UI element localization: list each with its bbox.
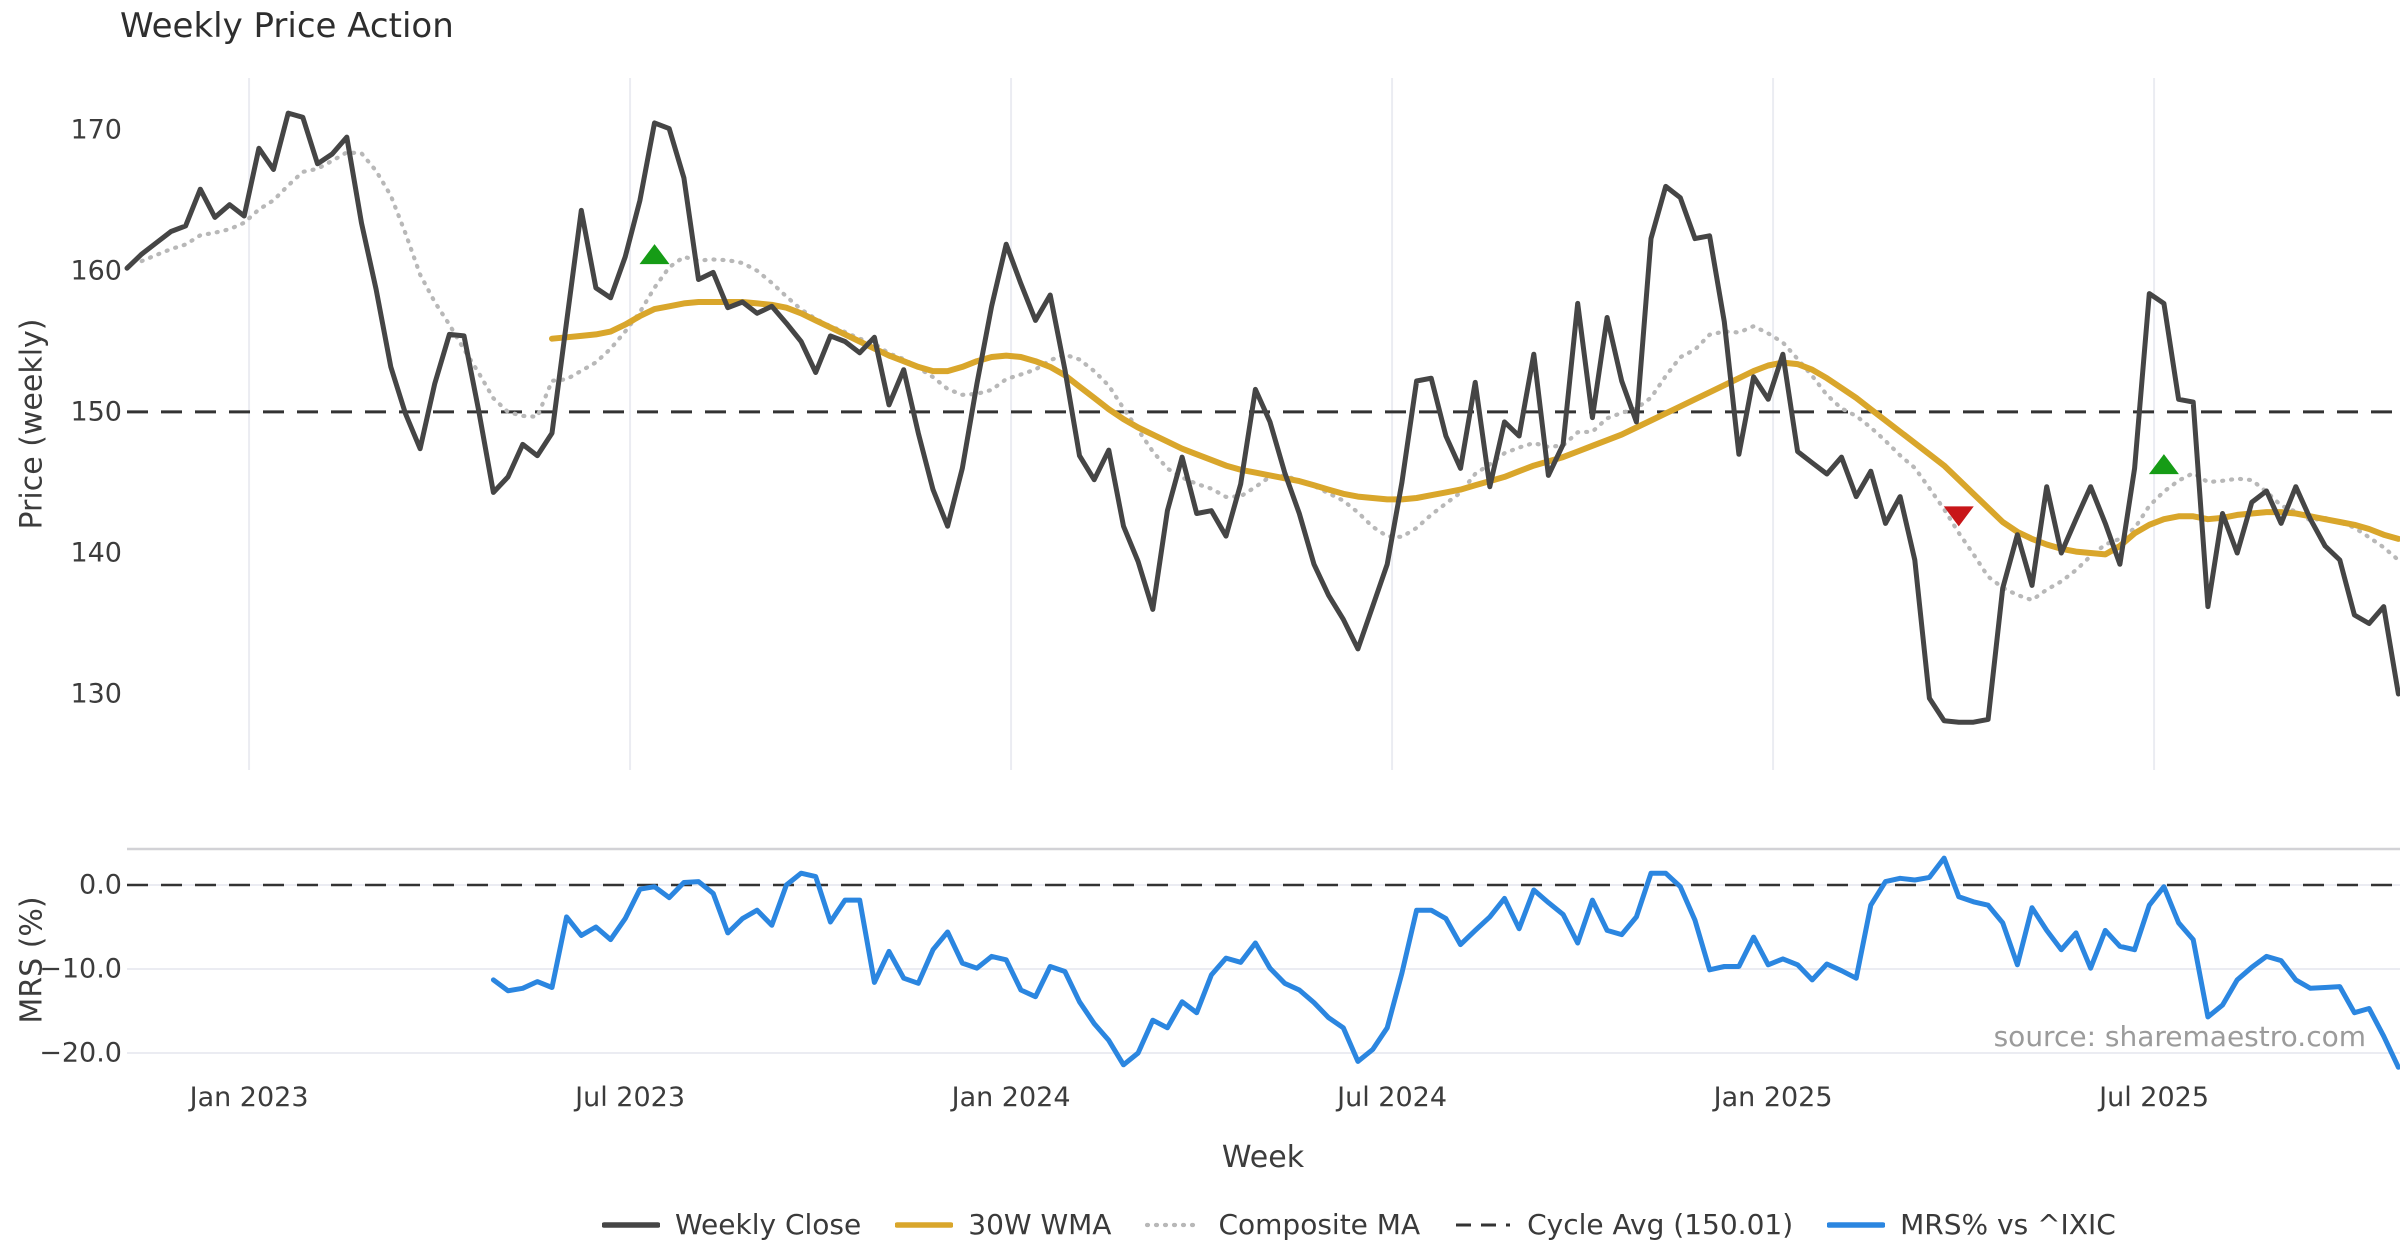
legend-swatch-solid-icon [1827, 1221, 1886, 1228]
legend-swatch-solid-icon [602, 1221, 660, 1228]
legend-swatch-solid-icon [895, 1221, 954, 1228]
x-tick: Jul 2024 [1337, 1082, 1448, 1113]
mrs-line [490, 855, 2400, 1070]
x-tick: Jan 2025 [1713, 1082, 1833, 1113]
x-tick: Jul 2025 [2099, 1082, 2210, 1113]
legend: Weekly Close 30W WMA Composite MA Cycle Avg… [602, 1208, 2116, 1241]
legend-label: Cycle Avg (150.01) [1527, 1208, 1794, 1241]
x-tick: Jan 2024 [951, 1082, 1071, 1113]
buy-signal-marker [2148, 454, 2179, 475]
wma-line [549, 299, 2400, 558]
legend-item: 30W WMA [895, 1208, 1111, 1241]
legend-item: Cycle Avg (150.01) [1454, 1208, 1793, 1241]
price-ytick: 160 [70, 255, 122, 287]
x-axis-label: Week [1221, 1140, 1305, 1175]
mrs-ytick: −10.0 [39, 953, 122, 985]
mrs-ytick: −20.0 [39, 1037, 122, 1069]
price-ytick: 140 [70, 537, 122, 569]
legend-swatch-dotted-icon [1145, 1222, 1204, 1227]
weekly-close-line [124, 110, 2400, 725]
buy-signal-marker [639, 244, 670, 265]
legend-label: 30W WMA [968, 1208, 1112, 1241]
legend-label: MRS% vs ^IXIC [1900, 1208, 2116, 1241]
price-ytick: 150 [70, 396, 122, 428]
x-tick: Jan 2023 [189, 1082, 309, 1113]
chart-title: Weekly Price Action [120, 6, 454, 46]
price-ytick: 170 [70, 114, 122, 146]
legend-label: Composite MA [1218, 1208, 1421, 1241]
legend-swatch-dashed-icon [1456, 1223, 1511, 1226]
legend-item: MRS% vs ^IXIC [1827, 1208, 2116, 1241]
price-ytick: 130 [70, 678, 122, 710]
x-tick: Jul 2023 [575, 1082, 685, 1113]
legend-item: Weekly Close [602, 1208, 861, 1241]
legend-item: Composite MA [1145, 1208, 1420, 1241]
mrs-ytick: 0.0 [79, 869, 122, 901]
composite-ma-line [139, 150, 2400, 603]
legend-label: Weekly Close [675, 1208, 862, 1241]
sell-signal-marker [1943, 506, 1974, 527]
source-watermark: source: sharemaestro.com [1993, 1020, 2366, 1053]
